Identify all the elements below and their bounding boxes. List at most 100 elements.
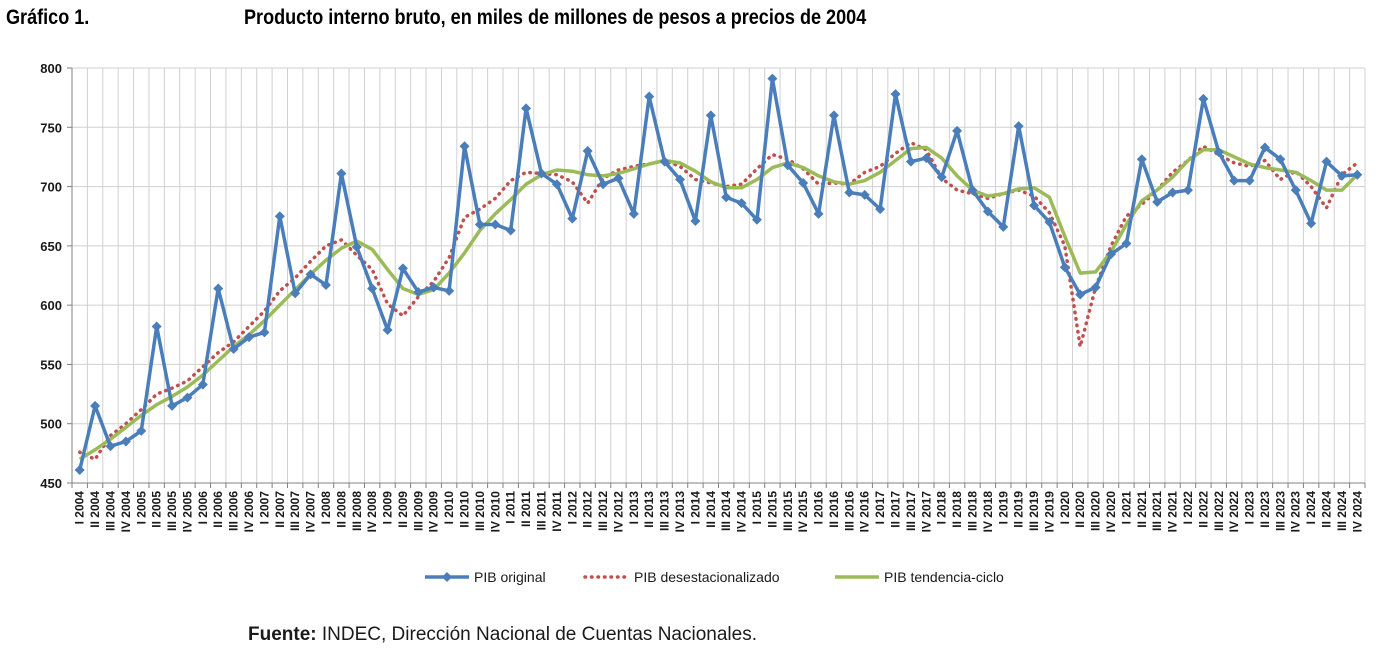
data-point-marker bbox=[598, 179, 609, 190]
x-tick-label: IV 2013 bbox=[673, 491, 687, 533]
x-tick-label: II 2016 bbox=[827, 491, 841, 528]
data-point-marker bbox=[1152, 196, 1163, 207]
x-tick-label: III 2020 bbox=[1089, 491, 1103, 531]
data-point-marker bbox=[336, 168, 347, 179]
x-tick-label: I 2014 bbox=[688, 491, 702, 525]
x-tick-label: I 2013 bbox=[627, 491, 641, 525]
x-tick-label: I 2021 bbox=[1119, 491, 1133, 525]
data-point-marker bbox=[767, 73, 778, 84]
gridlines bbox=[72, 67, 1366, 483]
data-point-marker bbox=[982, 206, 993, 217]
data-point-marker bbox=[1213, 147, 1224, 158]
x-tick-label: II 2005 bbox=[150, 491, 164, 528]
x-tick-label: IV 2024 bbox=[1350, 491, 1364, 533]
x-tick-label: III 2019 bbox=[1027, 491, 1041, 531]
data-point-marker bbox=[74, 464, 85, 475]
data-point-marker bbox=[582, 146, 593, 156]
data-point-marker bbox=[1290, 185, 1301, 196]
x-tick-label: III 2011 bbox=[534, 491, 548, 531]
data-point-marker bbox=[1013, 121, 1024, 132]
x-tick-label: IV 2015 bbox=[796, 491, 810, 533]
data-point-marker bbox=[382, 325, 393, 336]
data-point-marker bbox=[167, 400, 178, 411]
x-tick-label: I 2009 bbox=[381, 491, 395, 525]
data-point-marker bbox=[151, 321, 162, 332]
x-tick-label: III 2016 bbox=[842, 491, 856, 531]
x-tick-label: I 2012 bbox=[565, 491, 579, 525]
y-tick-label: 800 bbox=[40, 61, 62, 76]
axes bbox=[67, 67, 1366, 488]
data-point-marker bbox=[182, 392, 193, 403]
x-tick-label: III 2007 bbox=[288, 491, 302, 531]
x-tick-label: IV 2016 bbox=[858, 491, 872, 533]
x-tick-label: II 2018 bbox=[950, 491, 964, 528]
x-tick-label: III 2024 bbox=[1335, 491, 1349, 531]
x-tick-label: II 2007 bbox=[273, 491, 287, 528]
x-tick-label: I 2019 bbox=[996, 491, 1010, 525]
x-tick-label: II 2024 bbox=[1320, 491, 1334, 528]
data-point-marker bbox=[875, 204, 886, 215]
x-tick-label: II 2012 bbox=[581, 491, 595, 528]
source-text: INDEC, Dirección Nacional de Cuentas Nac… bbox=[316, 624, 757, 645]
data-point-marker bbox=[428, 282, 439, 293]
x-tick-label: II 2021 bbox=[1135, 491, 1149, 528]
data-point-marker bbox=[367, 283, 378, 294]
data-point-marker bbox=[675, 174, 686, 185]
x-tick-label: IV 2006 bbox=[242, 491, 256, 533]
x-tick-label: III 2006 bbox=[227, 491, 241, 531]
legend-label-0: PIB original bbox=[474, 569, 546, 585]
legend-label-2: PIB tendencia-ciclo bbox=[884, 569, 1004, 585]
data-point-marker bbox=[1182, 185, 1193, 196]
data-point-marker bbox=[505, 225, 516, 236]
data-point-marker bbox=[859, 189, 870, 200]
data-point-marker bbox=[1306, 218, 1317, 229]
data-point-marker bbox=[1198, 93, 1209, 104]
x-tick-label: III 2022 bbox=[1212, 491, 1226, 531]
data-point-marker bbox=[244, 332, 255, 343]
data-point-marker bbox=[290, 288, 301, 299]
source-label: Fuente: bbox=[248, 624, 317, 645]
x-tick-label: IV 2014 bbox=[735, 491, 749, 533]
data-point-marker bbox=[1244, 175, 1255, 186]
data-point-marker bbox=[751, 214, 762, 225]
x-tick-label: IV 2007 bbox=[304, 491, 318, 533]
x-tick-label: II 2019 bbox=[1012, 491, 1026, 528]
x-tick-label: I 2004 bbox=[73, 491, 87, 525]
x-tick-label: I 2022 bbox=[1181, 491, 1195, 525]
data-point-marker bbox=[1029, 200, 1040, 211]
data-point-marker bbox=[274, 211, 285, 222]
y-tick-label: 500 bbox=[40, 417, 62, 432]
x-tick-label: II 2015 bbox=[765, 491, 779, 528]
data-point-marker bbox=[521, 103, 532, 114]
x-tick-label: I 2023 bbox=[1243, 491, 1257, 525]
x-tick-label: IV 2020 bbox=[1104, 491, 1118, 533]
x-tick-label: I 2024 bbox=[1304, 491, 1318, 525]
data-point-marker bbox=[320, 279, 331, 290]
chart-title: Producto interno bruto, en miles de mill… bbox=[244, 6, 867, 29]
x-tick-label: III 2009 bbox=[411, 491, 425, 531]
x-tick-label: III 2021 bbox=[1150, 491, 1164, 531]
x-tick-label: III 2013 bbox=[658, 491, 672, 531]
x-tick-label: II 2017 bbox=[889, 491, 903, 528]
data-point-marker bbox=[351, 242, 362, 253]
legend-label-1: PIB desestacionalizado bbox=[634, 569, 780, 585]
y-tick-label: 650 bbox=[40, 239, 62, 254]
data-point-marker bbox=[1167, 187, 1178, 198]
x-tick-label: IV 2023 bbox=[1289, 491, 1303, 533]
legend: PIB original PIB desestacionalizado PIB te… bbox=[425, 569, 1004, 585]
data-point-marker bbox=[613, 173, 624, 184]
y-tick-label: 550 bbox=[40, 357, 62, 372]
x-tick-label: IV 2012 bbox=[611, 491, 625, 533]
x-tick-label: IV 2019 bbox=[1042, 491, 1056, 533]
data-point-marker bbox=[813, 208, 824, 219]
data-point-marker bbox=[1075, 289, 1086, 300]
data-point-marker bbox=[1090, 282, 1101, 293]
data-point-marker bbox=[1229, 175, 1240, 186]
y-tick-labels: 450 500 550 600 650 700 750 800 bbox=[40, 61, 62, 491]
data-point-marker bbox=[890, 89, 901, 100]
x-tick-label: I 2018 bbox=[935, 491, 949, 525]
x-tick-label: IV 2011 bbox=[550, 491, 564, 532]
x-tick-label: IV 2005 bbox=[180, 491, 194, 533]
y-tick-label: 700 bbox=[40, 180, 62, 195]
data-point-marker bbox=[197, 379, 208, 390]
